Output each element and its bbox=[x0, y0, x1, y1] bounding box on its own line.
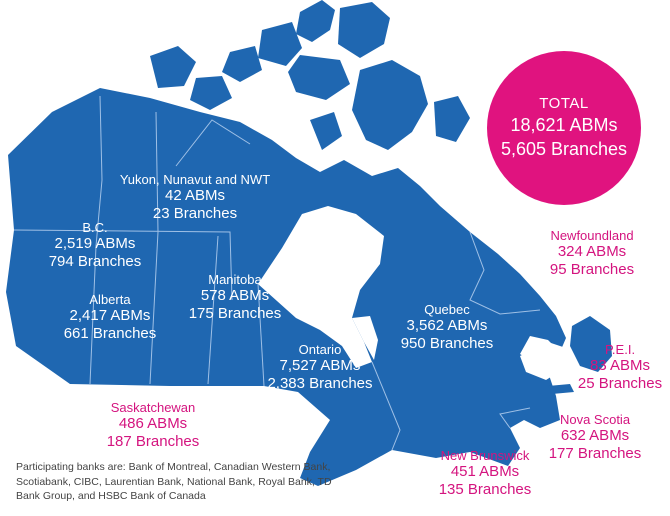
region-name: New Brunswick bbox=[440, 448, 530, 463]
region-label-manitoba: Manitoba 578 ABMs 175 Branches bbox=[175, 272, 295, 323]
border-alberta-sask bbox=[149, 111, 159, 385]
participating-banks-note: Participating banks are: Bank of Montrea… bbox=[16, 461, 332, 503]
james-bay bbox=[352, 316, 378, 360]
border-sask-manitoba bbox=[207, 235, 219, 385]
province-borders bbox=[13, 95, 541, 451]
hudson-bay bbox=[258, 206, 384, 368]
total-abms: 18,621 ABMs bbox=[510, 115, 618, 136]
region-label-nova-scotia: Nova Scotia 632 ABMs 177 Branches bbox=[535, 412, 655, 463]
region-name: Yukon, Nunavut and NWT bbox=[119, 172, 271, 187]
region-label-pei: P.E.I. 83 ABMs 25 Branches bbox=[575, 342, 665, 393]
region-abms: 486 ABMs bbox=[118, 415, 188, 433]
border-north-arctic bbox=[175, 119, 251, 167]
region-abms: 3,562 ABMs bbox=[406, 317, 488, 335]
region-name: P.E.I. bbox=[604, 342, 636, 357]
region-abms: 7,527 ABMs bbox=[279, 357, 361, 375]
region-label-bc: B.C. 2,519 ABMs 794 Branches bbox=[30, 220, 160, 271]
region-label-ontario: Ontario 7,527 ABMs 2,383 Branches bbox=[255, 342, 385, 393]
border-manitoba-ontario bbox=[257, 283, 265, 387]
region-branches: 177 Branches bbox=[548, 445, 642, 463]
region-abms: 42 ABMs bbox=[164, 187, 226, 205]
region-name: Alberta bbox=[89, 292, 131, 307]
arctic-island bbox=[296, 0, 335, 42]
region-branches: 23 Branches bbox=[152, 205, 238, 223]
border-ontario-quebec bbox=[371, 361, 401, 451]
total-badge: TOTAL 18,621 ABMs 5,605 Branches bbox=[487, 51, 641, 205]
border-north-bc bbox=[13, 229, 233, 301]
arctic-island bbox=[222, 46, 262, 82]
border-nb bbox=[499, 407, 531, 429]
arctic-island bbox=[288, 55, 350, 100]
region-branches: 95 Branches bbox=[549, 261, 635, 279]
region-name: B.C. bbox=[82, 220, 108, 235]
region-label-alberta: Alberta 2,417 ABMs 661 Branches bbox=[45, 292, 175, 343]
arctic-island bbox=[338, 2, 390, 58]
region-name: Saskatchewan bbox=[110, 400, 196, 415]
region-branches: 25 Branches bbox=[577, 375, 663, 393]
gulf-st-lawrence bbox=[520, 342, 566, 380]
arctic-island bbox=[190, 76, 232, 110]
newfoundland-island bbox=[570, 316, 612, 372]
region-name: Nova Scotia bbox=[559, 412, 631, 427]
region-name: Quebec bbox=[424, 302, 470, 317]
region-abms: 578 ABMs bbox=[200, 287, 270, 305]
region-branches: 950 Branches bbox=[400, 335, 494, 353]
region-branches: 187 Branches bbox=[106, 433, 200, 451]
region-abms: 632 ABMs bbox=[560, 427, 630, 445]
arctic-island bbox=[352, 60, 428, 150]
arctic-island bbox=[434, 96, 470, 142]
region-name: Newfoundland bbox=[550, 228, 634, 243]
region-branches: 175 Branches bbox=[188, 305, 282, 323]
arctic-island bbox=[150, 46, 196, 88]
region-branches: 135 Branches bbox=[438, 481, 532, 499]
region-branches: 794 Branches bbox=[48, 253, 142, 271]
total-title: TOTAL bbox=[539, 95, 589, 113]
border-quebec-labrador bbox=[469, 231, 541, 315]
region-abms: 2,417 ABMs bbox=[69, 307, 151, 325]
region-abms: 83 ABMs bbox=[589, 357, 651, 375]
border-bc-alberta bbox=[89, 95, 103, 385]
arctic-island bbox=[258, 22, 302, 66]
region-abms: 324 ABMs bbox=[557, 243, 627, 261]
region-abms: 451 ABMs bbox=[450, 463, 520, 481]
region-abms: 2,519 ABMs bbox=[54, 235, 136, 253]
region-label-saskatchewan: Saskatchewan 486 ABMs 187 Branches bbox=[88, 400, 218, 451]
region-label-north: Yukon, Nunavut and NWT 42 ABMs 23 Branch… bbox=[110, 172, 280, 223]
arctic-island bbox=[310, 112, 342, 150]
pei-island bbox=[548, 384, 574, 394]
region-branches: 661 Branches bbox=[63, 325, 157, 343]
region-label-quebec: Quebec 3,562 ABMs 950 Branches bbox=[385, 302, 509, 353]
region-branches: 2,383 Branches bbox=[267, 375, 373, 393]
region-label-new-brunswick: New Brunswick 451 ABMs 135 Branches bbox=[420, 448, 550, 499]
region-name: Manitoba bbox=[208, 272, 262, 287]
region-label-newfoundland: Newfoundland 324 ABMs 95 Branches bbox=[527, 228, 657, 279]
region-name: Ontario bbox=[298, 342, 342, 357]
total-branches: 5,605 Branches bbox=[500, 138, 628, 159]
